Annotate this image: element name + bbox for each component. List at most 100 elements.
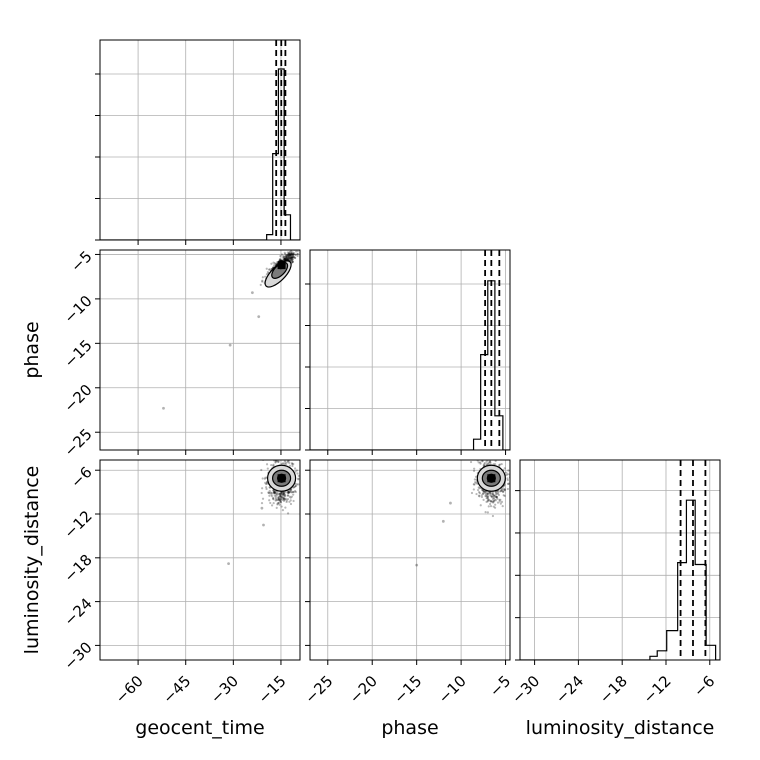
sample-point (287, 258, 290, 261)
sample-point (488, 456, 490, 458)
sample-point (495, 456, 497, 458)
sample-point (277, 457, 279, 459)
sample-point (287, 256, 290, 260)
sample-point (265, 487, 268, 491)
sample-point (282, 492, 285, 496)
y-tick-label: −30 (61, 638, 96, 673)
sample-point (284, 498, 287, 501)
outlier-point (250, 291, 254, 295)
sample-point (487, 461, 491, 464)
panel-frame (309, 249, 511, 451)
sample-point (277, 501, 280, 504)
sample-point (268, 268, 271, 271)
outlier-point (257, 315, 261, 319)
sample-point (498, 500, 501, 503)
y-axis-title-luminosity_distance: luminosity_distance (21, 466, 43, 655)
sample-point (289, 253, 292, 256)
sample-point (290, 252, 293, 255)
sample-point (281, 256, 285, 259)
sample-point (281, 509, 285, 512)
sample-point (265, 482, 269, 485)
sample-point (283, 251, 286, 254)
sample-point (490, 495, 493, 498)
sample-point (284, 254, 287, 257)
sample-point (500, 462, 503, 466)
sample-point (288, 253, 291, 256)
sample-point (270, 493, 273, 496)
sample-point (285, 255, 288, 258)
sample-point (292, 490, 295, 494)
sample-point (487, 498, 490, 501)
sample-point (274, 461, 277, 464)
sample-point (292, 252, 295, 256)
sample-point (264, 476, 267, 479)
sample-point (268, 489, 271, 493)
y-tick-label: −20 (61, 381, 96, 416)
sample-point (285, 257, 289, 260)
sample-point (486, 511, 489, 514)
sample-point (304, 244, 306, 246)
sample-point (295, 483, 299, 486)
sample-point (485, 500, 488, 503)
sample-point (492, 501, 495, 504)
sample-point (270, 463, 273, 467)
density-peak (487, 474, 496, 483)
sample-point (288, 490, 291, 493)
sample-point (280, 462, 283, 466)
sample-point (288, 255, 291, 258)
sample-point (479, 461, 482, 464)
sample-point (284, 497, 287, 500)
sample-point (279, 500, 282, 503)
sample-point (264, 275, 267, 278)
sample-point (273, 491, 276, 494)
sample-point (478, 491, 481, 494)
sample-point (470, 491, 474, 495)
sample-point (272, 489, 275, 492)
sample-point (286, 257, 290, 261)
sample-point (492, 454, 494, 456)
sample-point (485, 460, 488, 463)
sample-point (266, 467, 269, 470)
sample-point (287, 258, 290, 261)
histogram-step (100, 68, 300, 240)
x-tick-label: −10 (435, 672, 470, 707)
sample-point (294, 253, 297, 256)
sample-point (279, 259, 282, 262)
sample-point (499, 498, 502, 501)
scatter-panel-geocent_time-phase (100, 244, 306, 450)
sample-point (284, 257, 287, 261)
sample-point (291, 257, 294, 261)
sample-point (288, 495, 291, 498)
sample-point (486, 497, 489, 500)
sample-point (294, 470, 297, 473)
histogram-panel-geocent_time (100, 40, 300, 240)
sample-point (490, 500, 493, 503)
sample-point (500, 500, 504, 503)
sample-point (487, 495, 490, 498)
x-axis-title-luminosity_distance: luminosity_distance (526, 717, 715, 739)
sample-point (287, 254, 290, 257)
sample-point (279, 499, 282, 503)
sample-point (292, 255, 295, 259)
sample-point (285, 256, 289, 259)
sample-point (268, 499, 271, 502)
panel-frame (519, 459, 721, 661)
sample-point (488, 499, 491, 502)
sample-point (491, 493, 494, 496)
sample-point (279, 495, 282, 498)
sample-point (495, 493, 498, 496)
sample-point (493, 499, 496, 503)
sample-point (260, 491, 263, 495)
sample-point (285, 255, 288, 259)
panel-frame (99, 459, 301, 661)
sample-point (482, 489, 485, 492)
sample-point (506, 487, 509, 491)
sample-point (285, 257, 288, 260)
sample-point (485, 495, 488, 498)
sample-point (275, 497, 278, 500)
sample-point (287, 252, 291, 255)
sample-point (506, 482, 510, 485)
sample-point (275, 499, 278, 502)
sample-point (280, 491, 283, 495)
